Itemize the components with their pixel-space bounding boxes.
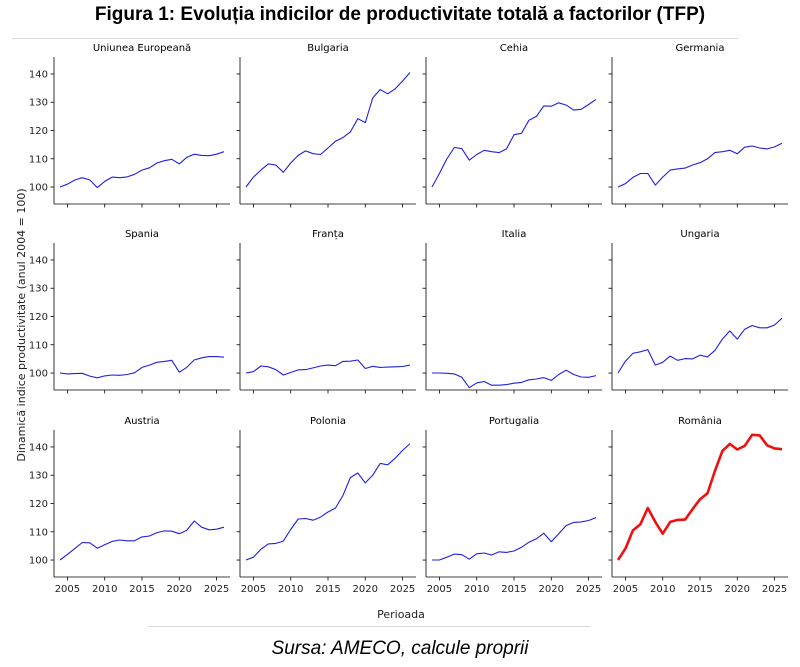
panel-11-xtick-label-2005: 2005 xyxy=(427,584,452,595)
panel-9-xtick-label-2015: 2015 xyxy=(129,584,154,595)
panel-9-xtick-label-2005: 2005 xyxy=(55,584,80,595)
panel-10-xtick-label-2005: 2005 xyxy=(241,584,266,595)
panel-2-title: Bulgaria xyxy=(307,43,348,54)
figure-title: Figura 1: Evoluția indicilor de producti… xyxy=(94,4,706,25)
panel-5-ytick-label-120: 120 xyxy=(29,312,48,323)
panel-3-series-line xyxy=(431,98,597,188)
panel-4-series-line xyxy=(617,142,783,188)
source-note: Sursa: AMECO, calcule proprii xyxy=(271,638,529,659)
panel-12-series-line xyxy=(616,433,783,561)
panel-9-series-line xyxy=(59,520,225,561)
panel-7-series-line xyxy=(432,369,597,389)
panel-9-ytick-label-140: 140 xyxy=(29,442,48,453)
panel-11-xtick-label-2020: 2020 xyxy=(539,584,564,595)
panel-9-xtick-label-2020: 2020 xyxy=(167,584,192,595)
panel-2-series-line xyxy=(245,72,411,188)
panel-5-title: Spania xyxy=(125,229,159,240)
bottom-divider xyxy=(148,626,590,627)
panel-8-title: Ungaria xyxy=(680,229,719,240)
small-multiples-chart: Dinamică indice productivitate (anul 200… xyxy=(15,43,788,621)
panel-9-ytick-label-110: 110 xyxy=(29,527,48,538)
panel-12-xtick-label-2025: 2025 xyxy=(762,584,787,595)
panel-9-ytick-label-100: 100 xyxy=(29,556,48,567)
panel-1-ytick-label-110: 110 xyxy=(29,154,48,165)
panel-11-xtick-label-2010: 2010 xyxy=(464,584,489,595)
panel-10-xtick-label-2015: 2015 xyxy=(315,584,340,595)
y-axis-label: Dinamică indice productivitate (anul 200… xyxy=(15,188,28,461)
panel-5-ytick-label-100: 100 xyxy=(29,369,48,380)
panel-1-ytick-label-100: 100 xyxy=(29,183,48,194)
x-axis-label: Perioada xyxy=(377,608,425,621)
panel-9-xtick-label-2010: 2010 xyxy=(92,584,117,595)
panel-9-xtick-label-2025: 2025 xyxy=(204,584,229,595)
panel-5-ytick-label-140: 140 xyxy=(29,255,48,266)
panel-5-ytick-label-110: 110 xyxy=(29,340,48,351)
panel-9-ytick-label-120: 120 xyxy=(29,499,48,510)
panel-10-series-line xyxy=(245,443,411,561)
panel-12-xtick-label-2005: 2005 xyxy=(613,584,638,595)
panel-10-xtick-label-2010: 2010 xyxy=(278,584,303,595)
panel-6-series-line xyxy=(245,359,411,376)
panel-1-ytick-label-140: 140 xyxy=(29,69,48,80)
panel-4-title: Germania xyxy=(676,43,725,54)
top-divider xyxy=(12,38,738,39)
panel-1-title: Uniunea Europeană xyxy=(93,43,191,54)
panel-1-ytick-label-130: 130 xyxy=(29,98,48,109)
panel-12-xtick-label-2015: 2015 xyxy=(687,584,712,595)
panel-5-ytick-label-130: 130 xyxy=(29,284,48,295)
panel-5-series-line xyxy=(59,356,225,379)
panel-11-xtick-label-2015: 2015 xyxy=(501,584,526,595)
panel-12-xtick-label-2020: 2020 xyxy=(725,584,750,595)
panel-10-xtick-label-2020: 2020 xyxy=(353,584,378,595)
panel-3-title: Cehia xyxy=(500,43,528,54)
panel-11-title: Portugalia xyxy=(489,416,539,427)
panel-8-series-line xyxy=(617,317,783,374)
panel-12-xtick-label-2010: 2010 xyxy=(650,584,675,595)
panel-9-ytick-label-130: 130 xyxy=(29,471,48,482)
panel-10-title: Polonia xyxy=(310,416,346,427)
panel-11-series-line xyxy=(432,517,597,561)
panel-11-xtick-label-2025: 2025 xyxy=(576,584,601,595)
panel-1-series-line xyxy=(59,151,225,189)
panel-6-title: Franța xyxy=(312,229,344,240)
panel-10-xtick-label-2025: 2025 xyxy=(390,584,415,595)
panel-12-title: România xyxy=(678,415,722,427)
panel-9-title: Austria xyxy=(124,416,159,427)
panel-1-ytick-label-120: 120 xyxy=(29,126,48,137)
panel-7-title: Italia xyxy=(502,229,527,240)
